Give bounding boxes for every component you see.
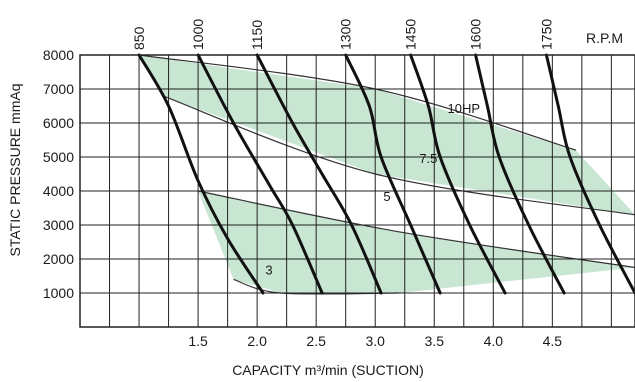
rpm-curve-1450 — [409, 53, 507, 295]
y-tick-label: 5000 — [43, 149, 74, 165]
rpm-label: 1600 — [468, 19, 484, 50]
horsepower-labels: 10HP 7.5 5 3 — [265, 101, 480, 277]
y-tick-label: 8000 — [43, 47, 74, 63]
rpm-label: 850 — [131, 26, 147, 50]
y-tick-label: 6000 — [43, 115, 74, 131]
plot-frame — [79, 54, 635, 328]
x-tick-label: 4.5 — [543, 333, 563, 349]
hp-label: 10HP — [448, 101, 481, 116]
rpm-curve-1300 — [344, 53, 442, 295]
x-tick-label: 2.0 — [247, 333, 267, 349]
rpm-curve-1000 — [196, 53, 324, 295]
rpm-labels: 850 1000 1150 1300 1450 1600 1750 — [131, 19, 554, 50]
x-tick-labels: 1.5 2.0 2.5 3.0 3.5 4.0 4.5 — [188, 333, 562, 349]
rpm-unit-label: R.P.M — [586, 30, 623, 46]
y-tick-labels: 1000 2000 3000 4000 5000 6000 7000 8000 — [43, 47, 74, 301]
grid-lines — [80, 55, 635, 327]
rpm-curve-1150 — [255, 53, 383, 295]
rpm-curves — [137, 53, 635, 295]
rpm-label: 1750 — [538, 19, 554, 50]
x-tick-label: 3.5 — [425, 333, 445, 349]
y-tick-label: 3000 — [43, 217, 74, 233]
y-tick-label: 1000 — [43, 285, 74, 301]
rpm-label: 1150 — [249, 20, 265, 50]
y-tick-label: 2000 — [43, 251, 74, 267]
hp-label: 7.5 — [419, 151, 437, 166]
y-axis-label: STATIC PRESSURE mmAq — [7, 84, 23, 257]
hp-band-10hp — [139, 55, 635, 215]
rpm-label: 1450 — [403, 19, 419, 50]
x-axis-label: CAPACITY m³/min (SUCTION) — [232, 362, 424, 378]
x-tick-label: 2.5 — [306, 333, 326, 349]
y-tick-label: 7000 — [43, 81, 74, 97]
x-tick-label: 3.0 — [365, 333, 385, 349]
x-tick-label: 4.0 — [484, 333, 504, 349]
hp-label: 5 — [383, 189, 390, 204]
rpm-label: 1000 — [190, 19, 206, 50]
rpm-label: 1300 — [338, 19, 354, 50]
x-tick-label: 1.5 — [188, 333, 208, 349]
rpm-curve-1750 — [544, 53, 635, 295]
y-tick-label: 4000 — [43, 183, 74, 199]
rpm-curve-850 — [137, 53, 265, 295]
hp-label: 3 — [265, 262, 272, 277]
rpm-curve-1600 — [474, 53, 566, 295]
